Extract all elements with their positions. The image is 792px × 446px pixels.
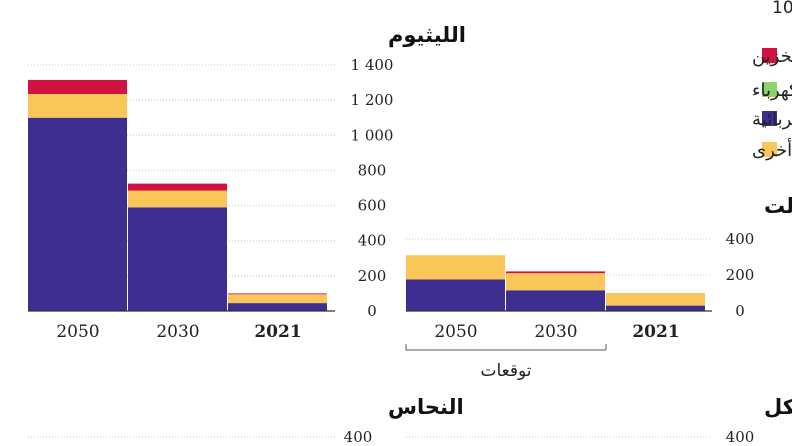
legend-swatch-grids [762, 82, 777, 97]
bar-cobalt-2030-storage [506, 271, 605, 274]
bar-lithium-2050-ev [28, 117, 127, 311]
bar-cobalt-2021-ev [606, 305, 705, 311]
bar-lithium-2030-other [128, 190, 227, 208]
legend-label-storage: بطاريات التخزين [752, 46, 792, 67]
ytick-lithium-5: 1 000 [351, 126, 394, 144]
xtick-lithium-1: 2030 [156, 322, 199, 342]
ytick-lithium-0: 0 [367, 302, 377, 320]
ytick-copper-0: 400 [344, 428, 373, 446]
legend: بطاريات التخزين شبكات الكهرباء السيارات … [752, 46, 792, 161]
xtick-cobalt-1: 2030 [534, 322, 577, 342]
bar-lithium-2030-storage [128, 183, 227, 191]
panel-title-lithium: الليثيوم [388, 23, 466, 47]
chart-subtitle: خط الأساس عام 2021= 100 [772, 0, 792, 18]
forecast-label: توقعات [480, 361, 531, 381]
ytick-cobalt-2: 400 [726, 230, 755, 248]
bar-lithium-2050-storage [28, 79, 127, 94]
xtick-cobalt-2: 2021 [632, 322, 679, 342]
bar-lithium-2050-other [28, 93, 127, 118]
ytick-lithium-4: 800 [358, 161, 387, 179]
xtick-lithium-0: 2050 [56, 322, 99, 342]
legend-label-other: استخدامات أخرى [752, 138, 792, 161]
legend-swatch-other [762, 142, 777, 157]
ytick-lithium-6: 1 200 [351, 91, 394, 109]
ytick-lithium-3: 600 [358, 197, 387, 215]
ytick-lithium-1: 200 [358, 267, 387, 285]
xtick-lithium-2: 2021 [254, 322, 301, 342]
forecast-bracket: توقعات [405, 344, 607, 381]
legend-label-grids: شبكات الكهرباء [752, 80, 792, 101]
panel-title-nickel: النيكل [764, 395, 792, 419]
bar-cobalt-2030-ev [506, 290, 605, 311]
bar-lithium-2030-ev [128, 207, 227, 311]
bar-lithium-2021-other [228, 294, 327, 304]
ytick-cobalt-1: 200 [726, 266, 755, 284]
bar-lithium-2021-ev [228, 303, 327, 311]
ytick-cobalt-0: 0 [735, 302, 745, 320]
ytick-lithium-7: 1 400 [351, 56, 394, 74]
ytick-nickel-0: 400 [726, 428, 755, 446]
panel-title-cobalt: الكوبالت [764, 194, 792, 218]
bar-cobalt-2030-other [506, 273, 605, 291]
panel-title-copper: النحاس [388, 395, 464, 419]
ytick-lithium-2: 400 [358, 232, 387, 250]
bar-cobalt-2050-other [406, 255, 505, 280]
xtick-cobalt-0: 2050 [434, 322, 477, 342]
legend-swatch-storage [762, 48, 777, 63]
legend-swatch-ev [762, 111, 777, 126]
legend-label-ev: السيارات الكهربائية [752, 109, 792, 130]
bar-cobalt-2050-ev [406, 279, 505, 311]
bar-lithium-2021-storage [228, 293, 327, 295]
bar-cobalt-2021-other [606, 293, 705, 306]
